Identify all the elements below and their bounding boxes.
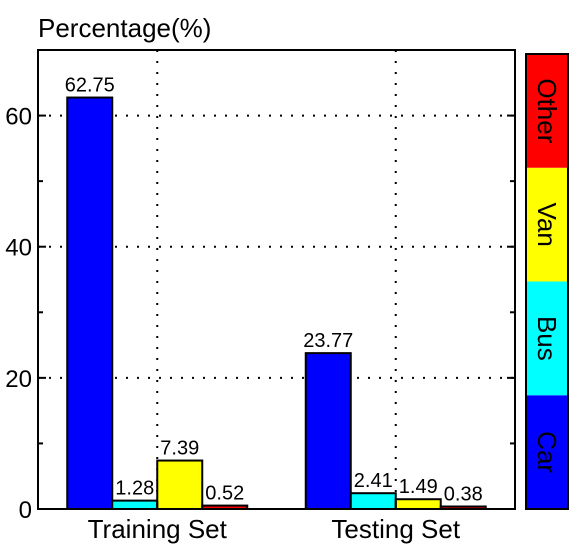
x-tick-label: Testing Set bbox=[331, 514, 460, 544]
legend-label-other: Other bbox=[532, 78, 562, 143]
y-axis-title: Percentage(%) bbox=[38, 13, 211, 43]
legend-frame bbox=[525, 53, 569, 510]
y-tick-label: 60 bbox=[5, 104, 32, 131]
bar-car-1 bbox=[66, 96, 114, 511]
y-tick-label: 40 bbox=[5, 235, 32, 262]
y-axis-ticks: 0 20 40 60 bbox=[5, 104, 515, 524]
data-label: 62.75 bbox=[65, 75, 115, 97]
legend-swatch-other bbox=[526, 54, 568, 168]
data-label: 1.49 bbox=[399, 476, 438, 498]
data-label: 0.52 bbox=[205, 483, 244, 505]
legend-swatch-van bbox=[526, 167, 568, 282]
y-tick-label: 20 bbox=[5, 366, 32, 393]
bar-bus-1 bbox=[111, 499, 159, 510]
bar-bus-2 bbox=[349, 492, 397, 511]
data-label: 23.77 bbox=[303, 330, 353, 352]
legend-colorbar: Car Bus Van Other bbox=[525, 53, 569, 510]
legend-swatch-bus bbox=[526, 281, 568, 396]
data-label: 0.38 bbox=[444, 484, 483, 506]
legend-label-car: Car bbox=[532, 431, 562, 473]
data-label: 7.39 bbox=[160, 438, 199, 460]
data-label: 2.41 bbox=[354, 470, 393, 492]
x-tick-label: Training Set bbox=[88, 514, 228, 544]
grid-lines bbox=[38, 50, 515, 509]
x-axis-ticks: Training Set Testing Set bbox=[88, 501, 461, 544]
legend-label-bus: Bus bbox=[532, 316, 562, 361]
bar-van-2 bbox=[394, 498, 442, 511]
y-tick-label: 0 bbox=[19, 497, 32, 524]
legend-label-van: Van bbox=[532, 202, 562, 246]
legend-swatch-car bbox=[526, 395, 568, 509]
bar-car-2 bbox=[304, 352, 352, 510]
data-label: 1.28 bbox=[115, 478, 154, 500]
bar-van-1 bbox=[156, 459, 204, 511]
data-labels: 62.75 1.28 7.39 0.52 23.77 2.41 1.49 0.38 bbox=[65, 75, 483, 506]
bars bbox=[66, 96, 487, 511]
plot-frame bbox=[37, 49, 516, 510]
